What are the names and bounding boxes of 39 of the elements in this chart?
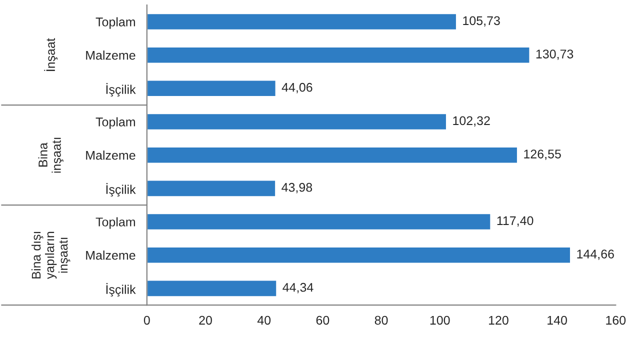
data-label: 117,40 bbox=[497, 216, 534, 227]
text: İnşaat bbox=[44, 38, 58, 71]
bar bbox=[146, 112, 448, 131]
text: Bina inşaatı bbox=[38, 138, 64, 173]
x-tick-label: 100 bbox=[430, 316, 450, 325]
data-label: 44,34 bbox=[282, 282, 314, 294]
bar bbox=[146, 46, 531, 64]
y-tick-label: Toplam bbox=[96, 117, 135, 129]
data-label: 105,73 bbox=[463, 16, 500, 27]
y-tick-label: Toplam bbox=[96, 217, 135, 229]
x-tick-label: 40 bbox=[257, 316, 271, 325]
y-tick-label: Toplam bbox=[96, 17, 135, 29]
x-tick-label: 0 bbox=[144, 316, 150, 325]
data-label: 130,73 bbox=[536, 50, 574, 60]
y-tick-label: İşçilik bbox=[106, 183, 136, 196]
bar bbox=[146, 79, 277, 98]
y-tick-label: İşçilik bbox=[106, 83, 136, 96]
x-tick-label: 80 bbox=[374, 316, 388, 325]
bar bbox=[146, 12, 458, 31]
data-label: 126,55 bbox=[524, 150, 561, 160]
y-tick-label: Malzeme bbox=[86, 50, 136, 60]
x-tick-label: 140 bbox=[548, 316, 567, 325]
y-tick-label: İşçilik bbox=[106, 283, 136, 296]
x-tick-label: 20 bbox=[199, 316, 212, 325]
x-tick-label: 160 bbox=[606, 316, 626, 325]
y-tick-label: Malzeme bbox=[86, 250, 136, 260]
data-label: 43,98 bbox=[282, 182, 312, 194]
y-tick-label: Malzeme bbox=[86, 150, 136, 160]
bar bbox=[146, 212, 492, 231]
text: Bina dışı yapıların inşaatı bbox=[31, 232, 70, 280]
data-label: 144,66 bbox=[577, 250, 614, 260]
x-tick-label: 60 bbox=[316, 316, 330, 325]
bar bbox=[146, 279, 278, 298]
data-label: 44,06 bbox=[282, 82, 312, 94]
bar bbox=[146, 246, 572, 264]
data-label: 102,32 bbox=[453, 116, 490, 127]
bar bbox=[146, 146, 518, 164]
bar bbox=[146, 179, 276, 198]
x-tick-label: 120 bbox=[488, 316, 508, 325]
